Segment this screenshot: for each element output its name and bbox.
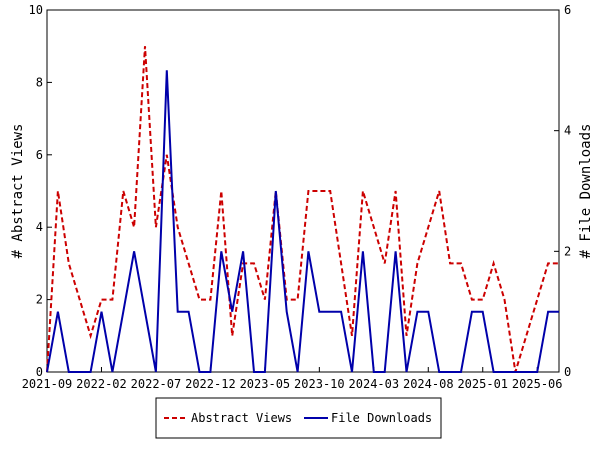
x-tick-label: 2023-10 bbox=[294, 377, 345, 391]
legend: Abstract Views File Downloads bbox=[155, 397, 442, 439]
y-left-tick-label: 8 bbox=[36, 75, 43, 89]
y-left-tick-label: 6 bbox=[36, 148, 43, 162]
x-tick-label: 2023-05 bbox=[240, 377, 291, 391]
legend-box bbox=[155, 397, 442, 439]
y-left-tick-label: 0 bbox=[36, 365, 43, 379]
x-tick-label: 2024-03 bbox=[349, 377, 400, 391]
y-left-tick-label: 4 bbox=[36, 220, 43, 234]
x-tick-label: 2025-06 bbox=[512, 377, 563, 391]
x-tick-label: 2022-07 bbox=[131, 377, 182, 391]
y-right-tick-label: 2 bbox=[564, 244, 571, 258]
x-tick-label: 2021-09 bbox=[22, 377, 73, 391]
series-line-file-downloads bbox=[46, 70, 559, 373]
y-left-tick-label: 10 bbox=[29, 3, 43, 17]
y-right-tick-label: 0 bbox=[564, 365, 571, 379]
x-tick-label: 2022-12 bbox=[185, 377, 236, 391]
x-axis: 2021-09 2022-02 2022-07 2022-12 2023-05 2023-… bbox=[22, 367, 563, 391]
y-axis-left-label: # Abstract Views bbox=[10, 124, 26, 259]
x-tick-label: 2024-08 bbox=[403, 377, 454, 391]
y-left-tick-label: 2 bbox=[36, 293, 43, 307]
series-line-abstract-views bbox=[46, 46, 559, 373]
y-right-tick-label: 6 bbox=[564, 3, 571, 17]
y-axis-right-label: # File Downloads bbox=[578, 124, 594, 259]
x-tick-label: 2025-01 bbox=[457, 377, 508, 391]
y-right-tick-label: 4 bbox=[564, 124, 571, 138]
x-tick-label: 2022-02 bbox=[76, 377, 127, 391]
legend-label-file-downloads: File Downloads bbox=[331, 411, 432, 425]
left-axis: 0 2 4 6 8 10 bbox=[29, 3, 52, 379]
right-axis: 0 2 4 6 bbox=[554, 3, 571, 379]
series-layer bbox=[46, 46, 559, 373]
legend-label-abstract-views: Abstract Views bbox=[191, 411, 292, 425]
